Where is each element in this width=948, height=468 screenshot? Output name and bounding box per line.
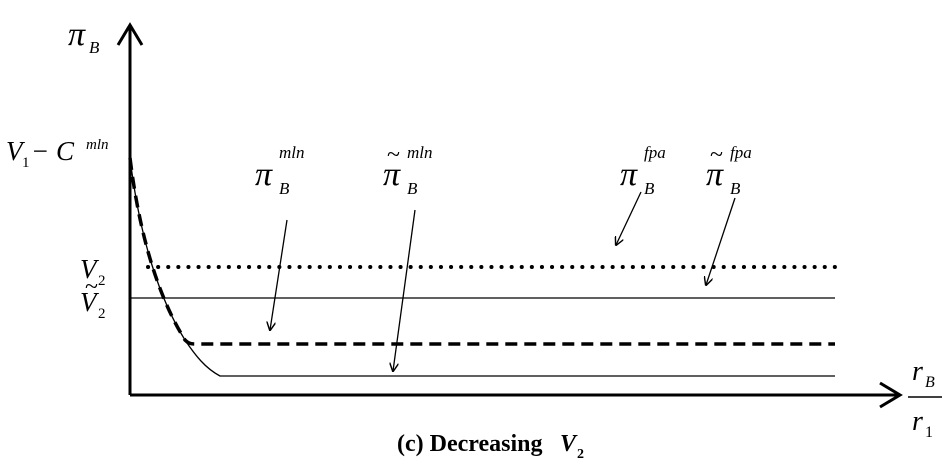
arrow-pi-mln xyxy=(270,219,288,330)
label-pi-mln-sub: B xyxy=(279,179,290,198)
label-pi-fpa-tilde-sup: fpa xyxy=(730,143,752,162)
y-axis-label: π B xyxy=(68,16,100,57)
tick-top-sup: mln xyxy=(86,137,109,153)
label-pi-fpa: π B fpa xyxy=(620,143,666,198)
label-pi-mln-tilde-sub: B xyxy=(407,179,418,198)
tick-v2-tilde-sub: 2 xyxy=(98,306,106,322)
label-pi-mln-symbol: π xyxy=(255,156,273,193)
x-axis-arrowhead xyxy=(879,381,903,409)
tick-top-v: V xyxy=(6,136,26,166)
label-pi-fpa-tilde-mark: ~ xyxy=(710,142,723,168)
label-pi-fpa-tilde-symbol: π xyxy=(706,156,724,193)
curve-pi-mln-dashed xyxy=(128,157,835,346)
label-pi-fpa-symbol: π xyxy=(620,156,638,193)
curves xyxy=(128,157,837,377)
arrow-pi-fpa xyxy=(616,191,642,245)
label-pi-fpa-sub: B xyxy=(644,179,655,198)
y-axis-symbol: π xyxy=(68,16,86,53)
caption-sub: 2 xyxy=(577,447,584,462)
tick-v2: V xyxy=(80,254,100,284)
label-pi-fpa-tilde: ~ π B fpa xyxy=(706,142,752,198)
label-pi-fpa-sup: fpa xyxy=(644,143,666,162)
arrow-pi-mln-tilde xyxy=(393,209,416,371)
tick-v2-tilde-mark: ~ xyxy=(85,274,98,300)
caption-prefix: (c) Decreasing xyxy=(397,431,543,457)
tick-top-minus-c: − C xyxy=(31,136,75,166)
tick-v2-tilde: V xyxy=(80,287,100,317)
label-pi-mln-tilde-symbol: π xyxy=(383,156,401,193)
caption-v: V xyxy=(560,431,578,457)
label-pi-mln-sup: mln xyxy=(279,143,305,162)
tick-top-sub: 1 xyxy=(22,155,30,171)
label-pi-mln: π B mln xyxy=(255,143,305,198)
label-pi-mln-tilde: ~ π B mln xyxy=(383,142,433,198)
label-pi-fpa-tilde-sub: B xyxy=(730,179,741,198)
curve-labels: π B mln ~ π B mln π B fpa ~ π B fpa xyxy=(255,142,752,198)
x-axis-denominator-sub: 1 xyxy=(925,424,933,441)
y-axis-subscript: B xyxy=(89,38,100,57)
x-axis-numerator: r xyxy=(912,356,923,387)
x-axis-numerator-sub: B xyxy=(925,374,935,391)
axes xyxy=(116,22,903,409)
label-pi-mln-tilde-mark: ~ xyxy=(387,142,400,168)
arrow-pi-fpa-tilde xyxy=(706,197,736,285)
pointer-arrows xyxy=(270,191,736,371)
y-axis-arrowhead xyxy=(116,22,144,46)
tick-v2-sub: 2 xyxy=(98,273,106,289)
figure-caption: (c) Decreasing V 2 xyxy=(397,431,584,462)
x-axis-label: r B r 1 xyxy=(908,356,942,441)
x-axis-denominator: r xyxy=(912,406,923,437)
y-tick-labels: V 1 − C mln V 2 ~ V 2 xyxy=(6,136,109,322)
label-pi-mln-tilde-sup: mln xyxy=(407,143,433,162)
